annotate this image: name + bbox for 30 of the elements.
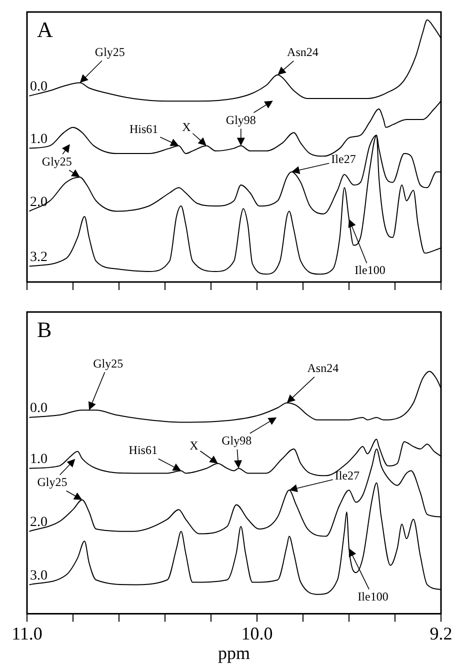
annotation: X	[190, 438, 199, 453]
annotation: Ile100	[358, 590, 388, 604]
legend-label: 0.0	[30, 80, 48, 95]
annotation: Asn24	[307, 361, 339, 376]
chart-title: A	[37, 16, 53, 42]
series-label: 3.2	[30, 250, 48, 265]
annotation: Gly25	[93, 356, 124, 370]
annotation: X	[182, 120, 192, 134]
annotation: Gly25	[42, 154, 72, 168]
annotation: Gly25	[94, 44, 125, 59]
legend-label: 1.0	[30, 452, 48, 468]
annotation: Asn24	[287, 45, 318, 60]
annotation: His61	[128, 442, 158, 457]
annotation: Gly98	[226, 112, 256, 127]
series-label: 2.0	[30, 515, 48, 530]
x-tick-label: 10.0	[241, 623, 273, 644]
series-label: 2.0	[30, 194, 48, 210]
series-label: 0.0	[30, 401, 48, 416]
annotation: Ile27	[334, 468, 360, 482]
annotation: Gly98	[222, 434, 252, 448]
annotation: Ile27	[331, 152, 356, 166]
series-label: 3.0	[30, 568, 48, 584]
annotation: His61	[129, 122, 158, 136]
annotation: Gly25	[37, 475, 68, 490]
annotation: Ile100	[354, 263, 386, 278]
x-tick-label: 9.2	[430, 623, 452, 644]
x-tick-label: 11.0	[12, 623, 42, 644]
x-axis-title: ppm	[218, 642, 250, 663]
chart-title: B	[37, 316, 52, 342]
legend-label: 1.0	[30, 132, 48, 147]
